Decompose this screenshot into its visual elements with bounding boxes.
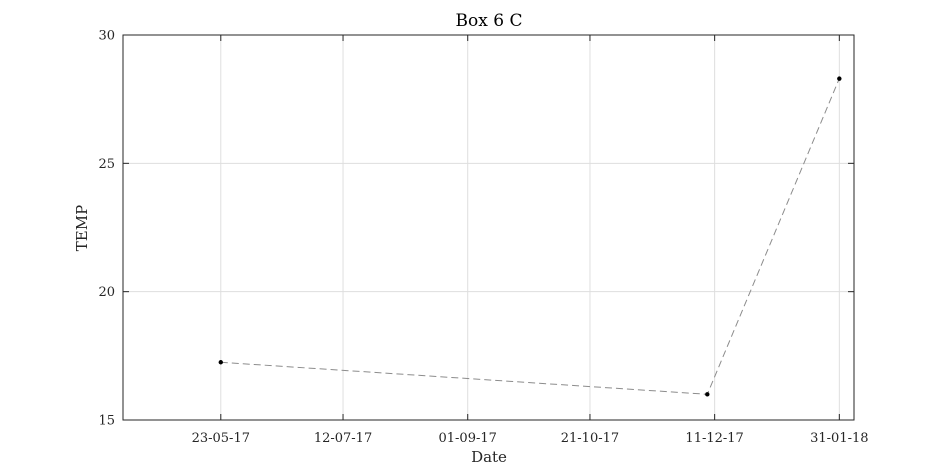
data-point xyxy=(218,360,223,365)
x-tick-label: 12-07-17 xyxy=(314,431,372,446)
y-tick-label: 15 xyxy=(98,414,115,429)
x-axis-label: Date xyxy=(471,448,507,466)
x-tick-label: 31-01-18 xyxy=(810,431,868,446)
y-tick-label: 30 xyxy=(98,29,115,44)
data-point xyxy=(837,76,842,81)
grid xyxy=(123,34,854,421)
y-axis-label: TEMP xyxy=(73,205,91,251)
series-line xyxy=(220,78,840,395)
y-tick-label: 25 xyxy=(98,157,115,172)
data-point xyxy=(705,392,710,397)
axis-ticks: 23-05-17 12-07-17 01-09-17 21-10-17 11-12-17… xyxy=(98,29,868,447)
x-tick-label: 23-05-17 xyxy=(192,431,250,446)
series-layer xyxy=(218,76,842,397)
x-tick-label: 21-10-17 xyxy=(561,431,619,446)
x-tick-label: 01-09-17 xyxy=(439,431,497,446)
x-tick-label: 11-12-17 xyxy=(685,431,743,446)
chart-title: Box 6 C xyxy=(456,11,523,31)
plot-area-frame xyxy=(122,34,855,421)
y-tick-label: 20 xyxy=(98,285,115,300)
